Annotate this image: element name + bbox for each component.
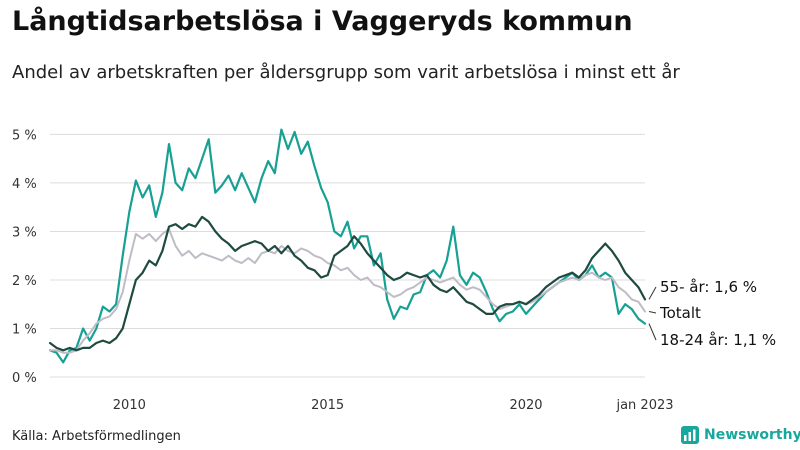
x-tick-label: 2015 (311, 398, 344, 413)
series-line (48, 215, 647, 352)
series-end-label: 55- år: 1,6 % (660, 278, 757, 296)
source-note: Källa: Arbetsförmedlingen (12, 429, 181, 444)
y-tick-label: 3 % (12, 225, 37, 240)
x-tick-label: 2010 (113, 398, 146, 413)
y-tick-label: 2 % (12, 274, 37, 289)
series-line (49, 228, 646, 354)
end-label-leader (648, 286, 657, 300)
brand-name: Newsworthy (704, 427, 800, 443)
y-tick-label: 0 % (12, 371, 37, 386)
chart-title: Långtidsarbetslösa i Vaggeryds kommun (12, 6, 633, 37)
brand: Newsworthy (681, 426, 800, 444)
y-tick-label: 5 % (12, 128, 37, 143)
x-tick-label: 2020 (509, 398, 542, 413)
chart-subtitle: Andel av arbetskraften per åldersgrupp s… (12, 62, 680, 83)
y-tick-label: 1 % (12, 322, 37, 337)
newsworthy-logo-icon (681, 426, 699, 444)
y-tick-label: 4 % (12, 177, 37, 192)
end-label-leader (648, 323, 657, 341)
series-end-label: Totalt (659, 304, 701, 322)
x-tick-label: jan 2023 (615, 398, 673, 413)
series-end-label: 18-24 år: 1,1 % (660, 331, 776, 349)
end-label-leader (648, 311, 657, 314)
